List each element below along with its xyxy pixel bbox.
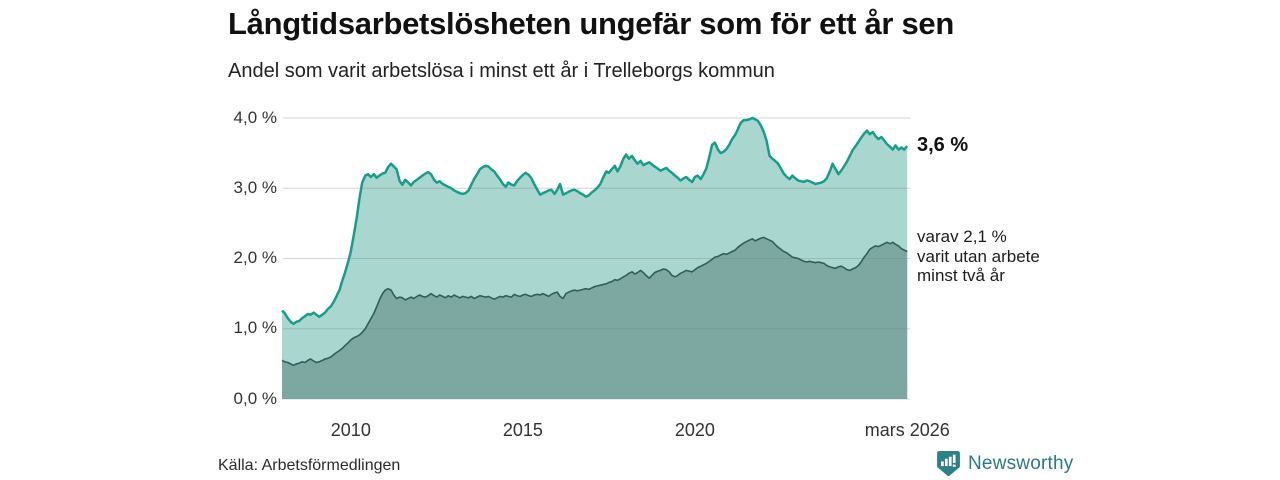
x-tick-label: 2015 xyxy=(502,420,543,440)
x-tick-label: mars 2026 xyxy=(864,420,950,440)
subset-value-line1: varav 2,1 % xyxy=(917,227,1007,246)
subset-value-label: varav 2,1 % varit utan arbete minst två … xyxy=(917,227,1040,286)
series-line-1 xyxy=(281,236,908,367)
y-tick-label: 1,0 % xyxy=(233,318,277,338)
gridlines xyxy=(283,117,910,400)
y-tick-label: 4,0 % xyxy=(233,107,277,127)
newsworthy-logo: Newsworthy xyxy=(936,450,1073,477)
subset-value-line2: varit utan arbete xyxy=(917,246,1040,266)
y-tick-label: 2,0 % xyxy=(233,248,277,267)
subset-value-line3: minst två år xyxy=(917,266,1005,285)
source-note: Källa: Arbetsförmedlingen xyxy=(218,457,401,474)
series-line-0 xyxy=(281,116,909,326)
latest-value-label: 3,6 % xyxy=(917,134,969,156)
y-tick-label: 3,0 % xyxy=(233,177,277,197)
chart-title: Långtidsarbetslösheten ungefär som för e… xyxy=(228,6,955,41)
series-area-1 xyxy=(282,237,908,399)
series-lines xyxy=(281,116,909,367)
area-fills xyxy=(282,118,908,399)
x-tick-label: 2020 xyxy=(674,420,715,440)
x-tick-label: 2010 xyxy=(330,420,371,440)
y-tick-label: 0,0 % xyxy=(233,388,277,408)
chart-subtitle: Andel som varit arbetslösa i minst ett å… xyxy=(228,60,775,82)
newsworthy-wordmark: Newsworthy xyxy=(968,452,1074,474)
bar-chart-pin-icon xyxy=(937,451,960,477)
